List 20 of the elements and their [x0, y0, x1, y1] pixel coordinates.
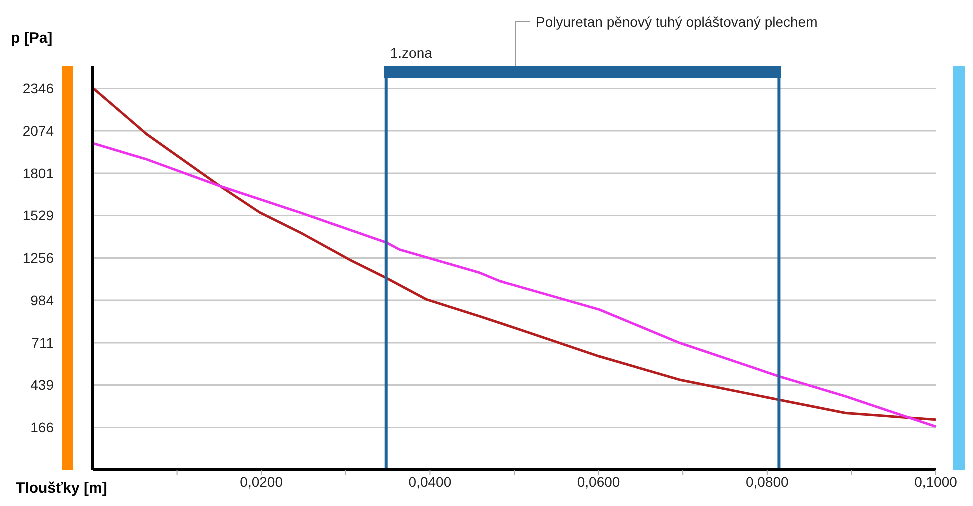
y-tick-label: 984: [30, 292, 54, 308]
x-tick-label: 0,0800: [746, 474, 790, 490]
text: Polyuretan pěnový tuhý opláštovaný plechem: [536, 14, 818, 30]
y-tick-label: 1256: [22, 250, 54, 266]
y-tick-label: 2346: [22, 80, 54, 97]
y-tick-label: 1529: [22, 208, 54, 224]
x-tick-label: 0,0400: [408, 474, 452, 490]
x-tick-label: 0,0200: [240, 474, 284, 490]
y-tick-label: 2074: [22, 122, 54, 139]
line-series: [93, 86, 936, 422]
y-tick-label: 439: [30, 377, 54, 394]
x-axis-title: Tloušťky [m]: [16, 480, 108, 497]
x-tick-label: 0,0600: [577, 474, 620, 490]
x-tick-label: 0,1000: [914, 474, 958, 490]
y-tick-label: 166: [30, 420, 54, 436]
text: 1.zona: [390, 45, 433, 61]
line-series: [93, 142, 936, 428]
y-tick-label: 1801: [22, 165, 54, 182]
y-tick-label: 711: [32, 334, 54, 351]
y-axis-title: p [Pa]: [11, 30, 53, 47]
